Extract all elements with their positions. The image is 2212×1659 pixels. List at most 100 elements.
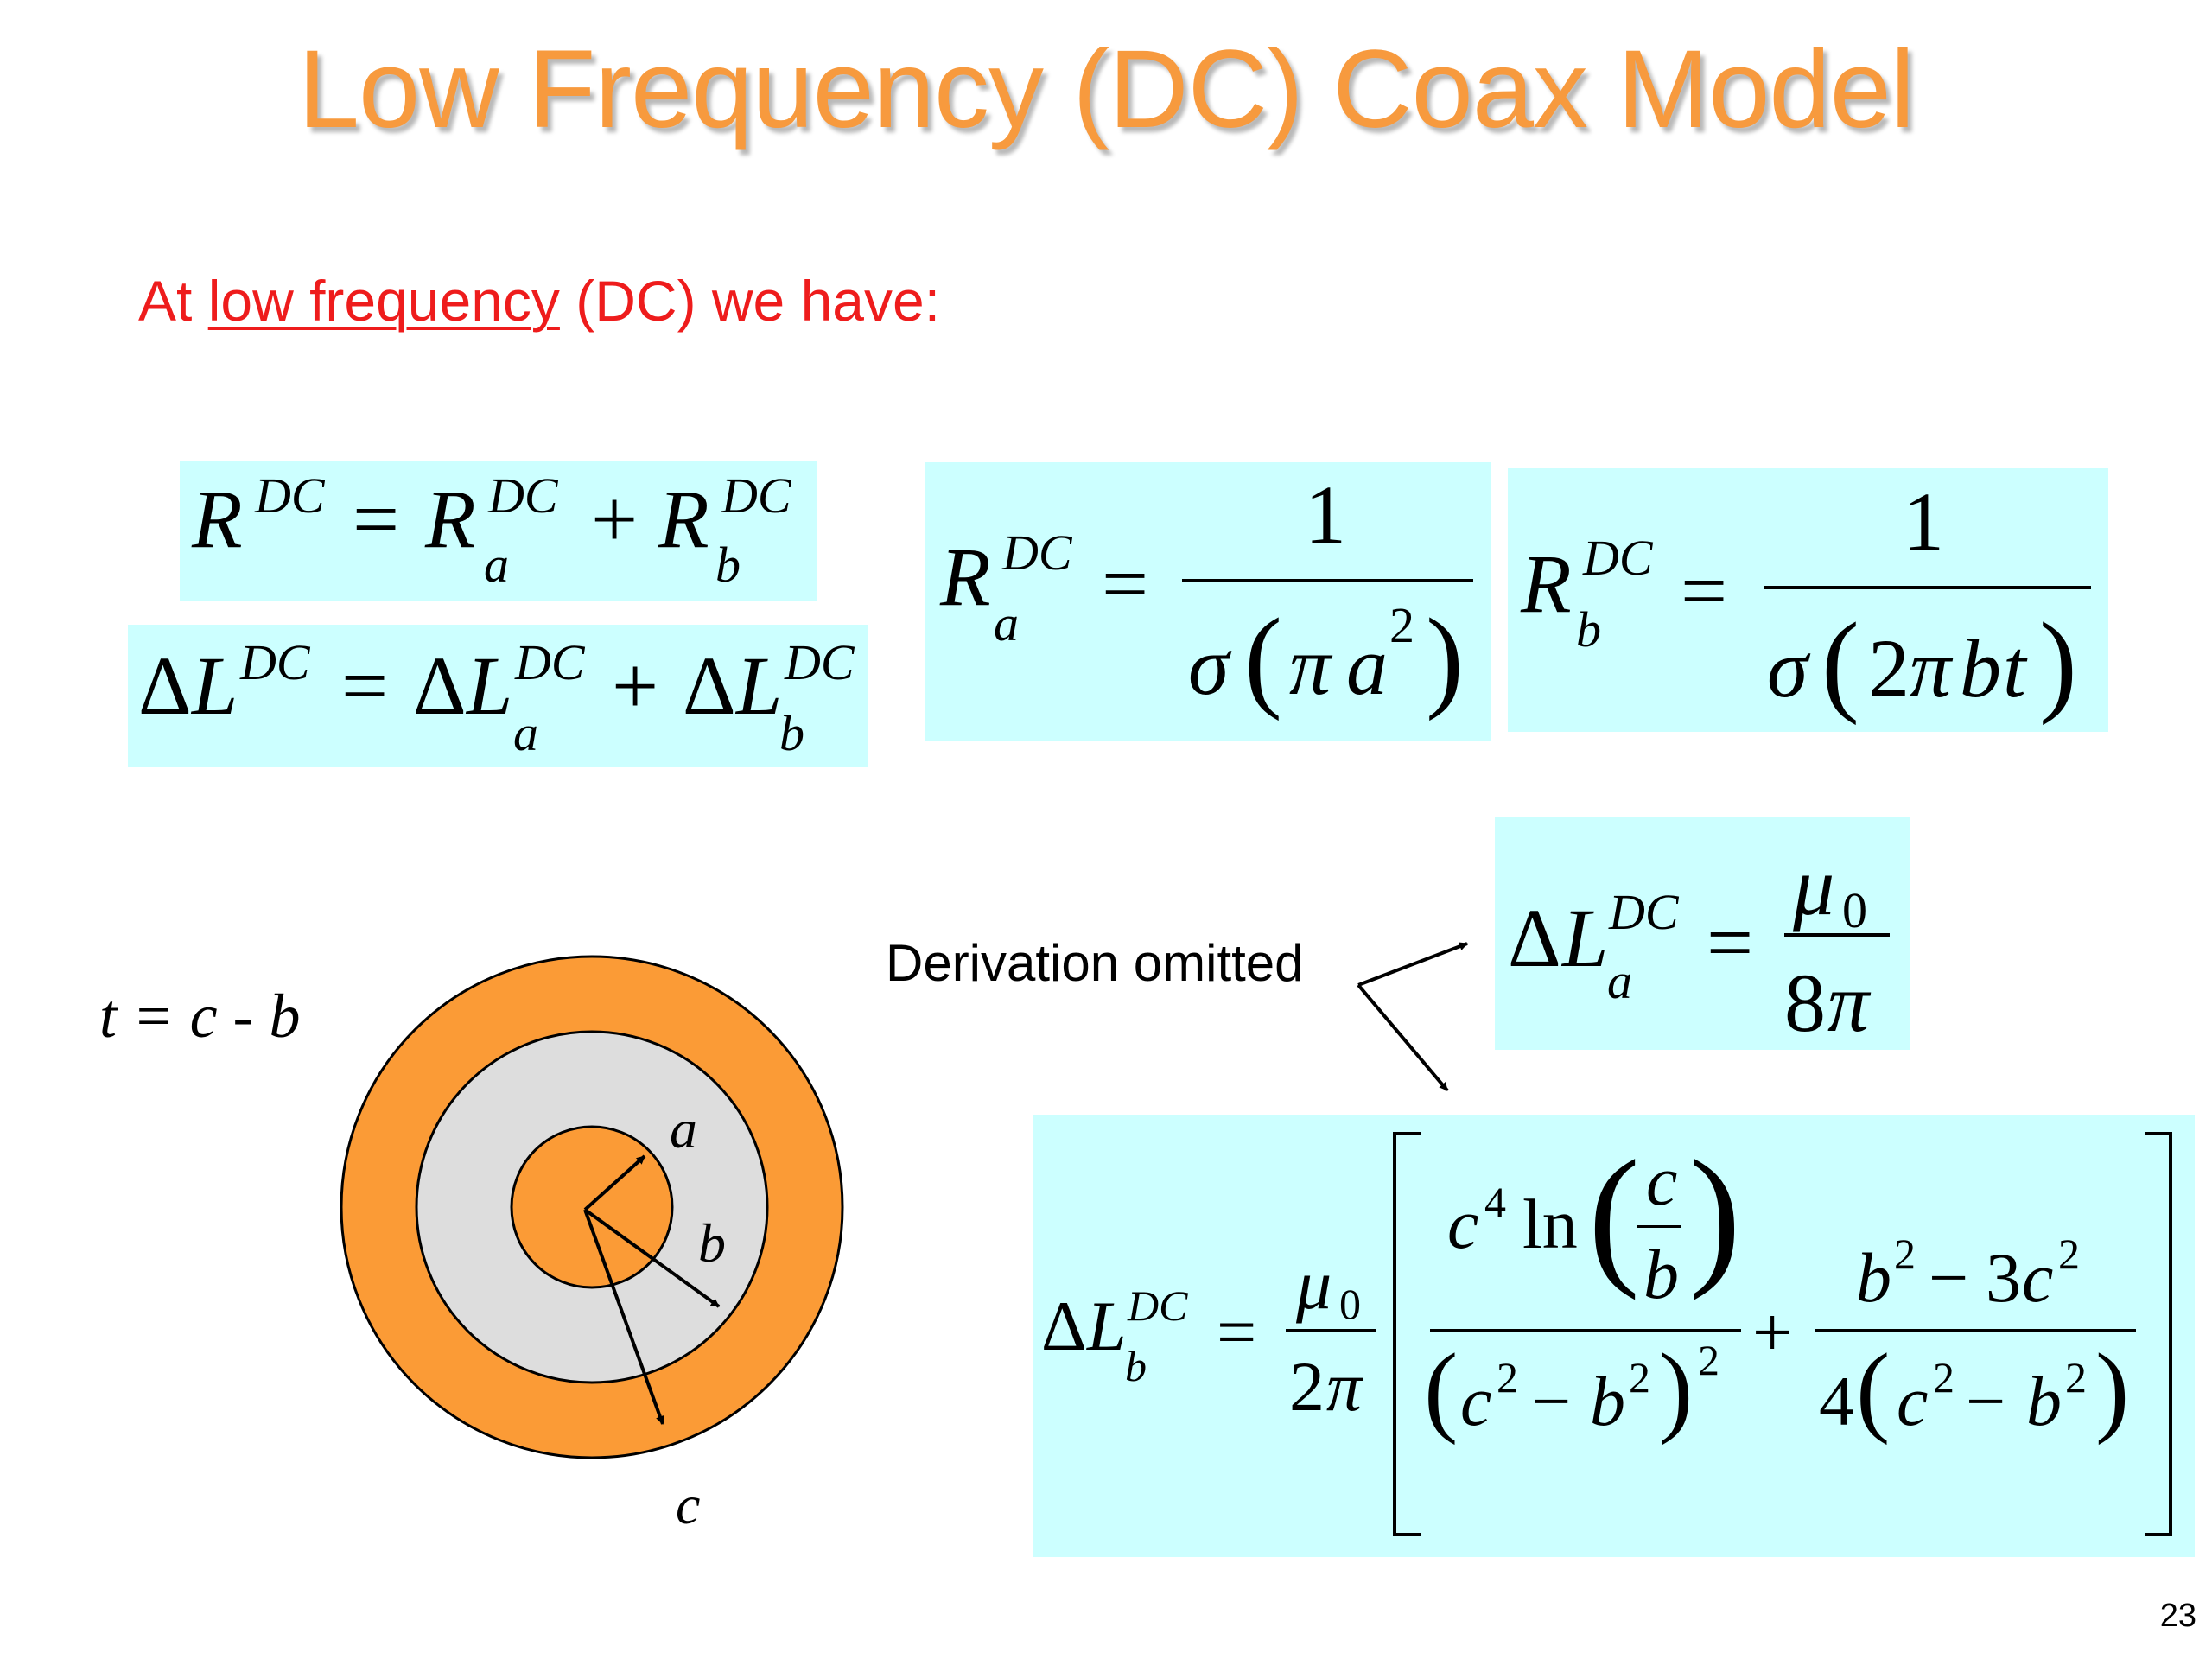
eq2-L: L (192, 639, 238, 732)
dielectric (415, 1030, 769, 1384)
eq6-pi: π (1326, 1347, 1363, 1426)
eq1-plus: + (591, 473, 639, 565)
eq2-delta: Δ (138, 639, 192, 732)
intro-after: (DC) we have: (559, 269, 941, 333)
eq6-d2-four: 4 (1819, 1362, 1854, 1440)
eq4-b: b (1576, 601, 1601, 658)
eq3-fraction-bar (1182, 579, 1473, 582)
eq6-d2-rpar: ) (2095, 1332, 2130, 1446)
eq6-n2-three: 3 (1986, 1238, 2021, 1317)
eq6-d1-c: c (1460, 1362, 1492, 1440)
slide-title: Low Frequency (DC) Coax Model (297, 28, 1915, 151)
eq3-R: R (940, 531, 991, 623)
equation-box-inner-resistance (925, 462, 1491, 741)
eq4-two: 2 (1868, 622, 1910, 715)
eq5-delta: Δ (1508, 892, 1561, 984)
eq6-ln-lpar: ( (1588, 1128, 1640, 1300)
eq6-left-bracket (1393, 1132, 1421, 1536)
thickness-relation: t = c - b (99, 982, 301, 1051)
note-arrow-upper (1357, 942, 1468, 987)
eq6-term1-bar (1430, 1329, 1741, 1332)
eq6-right-bracket (2145, 1132, 2172, 1536)
eq6-d1-minus: − (1531, 1362, 1572, 1440)
eq4-pi: π (1910, 622, 1952, 715)
label-b: b (698, 1212, 726, 1274)
eq2-Lb: L (736, 639, 783, 732)
eq3-DC: DC (1002, 524, 1072, 581)
eq1-Rb-DC: DC (721, 467, 791, 524)
eq3-a: a (994, 595, 1019, 652)
eq6-d2-b: b (2026, 1362, 2062, 1440)
eq5-mu-sub: 0 (1842, 882, 1867, 938)
eq6-n2-c: c (2022, 1238, 2054, 1317)
derivation-note: Derivation omitted (886, 934, 1304, 992)
eq6-ln-b: b (1643, 1235, 1679, 1313)
eq3-lpar: ( (1244, 594, 1282, 721)
eq6-term2-bar (1815, 1329, 2136, 1332)
intro-before: At (138, 269, 208, 333)
eq6-equals: = (1217, 1293, 1257, 1371)
eq5-mu: μ (1793, 840, 1835, 932)
eq6-d1-c-sq: 2 (1497, 1353, 1518, 1402)
radius-c-arrow (583, 1209, 664, 1425)
eq4-sigma: σ (1767, 622, 1808, 715)
eq6-c: c (1447, 1185, 1479, 1263)
eq6-n2-minus: − (1929, 1238, 1969, 1317)
eq4-fraction-bar (1764, 586, 2091, 589)
equation-box-total-inductance (128, 625, 868, 767)
eq6-n2-b: b (1856, 1238, 1891, 1317)
eq6-d2-c-sq: 2 (1933, 1353, 1955, 1402)
eq6-d2-minus: − (1966, 1362, 2006, 1440)
eq6-d2-c: c (1897, 1362, 1929, 1440)
eq4-numerator: 1 (1903, 475, 1944, 568)
eq6-c-power: 4 (1484, 1178, 1506, 1226)
eq6-d1-rpar: ) (1659, 1332, 1694, 1446)
eq2-La-a: a (513, 705, 538, 761)
eq5-equals: = (1707, 896, 1754, 988)
eq5-DC: DC (1609, 884, 1679, 940)
eq6-d1-b-sq: 2 (1629, 1353, 1650, 1402)
eq6-d1-power: 2 (1698, 1336, 1719, 1384)
eq2-Lb-b: b (779, 705, 804, 761)
eq5-L: L (1562, 892, 1609, 984)
eq5-pi: π (1827, 957, 1870, 1049)
eq6-ln-c: c (1646, 1141, 1678, 1220)
eq3-equals: = (1102, 537, 1149, 630)
eq2-La: L (467, 639, 513, 732)
eq6-n2-c-sq: 2 (2058, 1230, 2080, 1278)
eq2-DC: DC (240, 634, 310, 690)
eq6-mu: μ (1296, 1245, 1332, 1324)
eq2-delta-b: Δ (683, 639, 736, 732)
eq6-two: 2 (1289, 1347, 1325, 1426)
eq2-Lb-DC: DC (785, 634, 855, 690)
eq3-sigma: σ (1188, 620, 1230, 712)
equation-box-total-resistance (180, 461, 817, 601)
eq3-a-denom: a (1346, 620, 1388, 712)
note-arrow-lower (1357, 983, 1449, 1092)
eq4-t: t (2003, 622, 2026, 715)
eq1-DC: DC (255, 467, 325, 524)
eq3-square: 2 (1389, 597, 1414, 653)
eq1-Rb-b: b (715, 537, 741, 593)
eq6-ln: ln (1522, 1185, 1578, 1263)
eq6-DC: DC (1128, 1281, 1188, 1330)
equation-box-outer-resistance (1508, 468, 2108, 732)
eq5-fraction-bar (1784, 933, 1890, 937)
eq5-a: a (1607, 953, 1632, 1009)
eq6-prefactor-bar (1286, 1329, 1376, 1332)
eq1-Ra-DC: DC (488, 467, 558, 524)
eq4-equals: = (1681, 544, 1728, 637)
eq6-ln-rpar: ) (1689, 1128, 1741, 1300)
eq6-d1-b: b (1590, 1362, 1625, 1440)
eq6-d2-b-sq: 2 (2065, 1353, 2087, 1402)
eq6-plus: + (1752, 1293, 1793, 1371)
eq2-La-DC: DC (515, 634, 585, 690)
eq1-Ra: R (425, 473, 476, 565)
eq6-mu-sub: 0 (1339, 1280, 1361, 1328)
slide-number: 23 (2159, 1598, 2196, 1634)
label-c: c (676, 1474, 701, 1535)
eq1-R: R (192, 473, 243, 565)
eq1-equals: = (353, 473, 400, 565)
eq4-DC: DC (1583, 530, 1653, 586)
eq6-n2-b-sq: 2 (1894, 1230, 1916, 1278)
